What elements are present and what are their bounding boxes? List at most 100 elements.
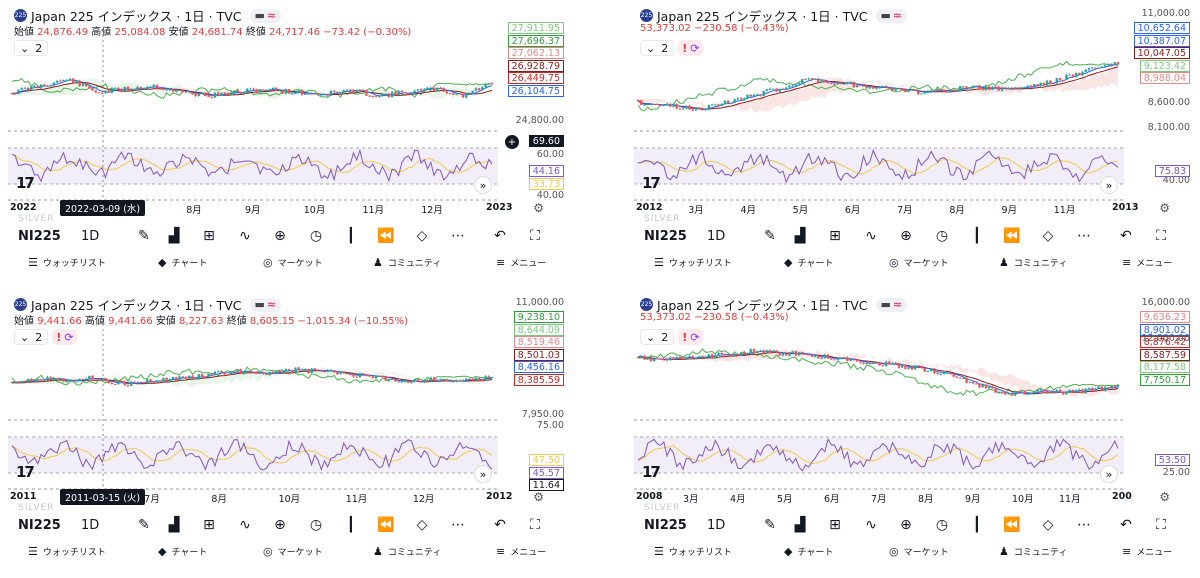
pen-icon[interactable]: ✎ bbox=[138, 228, 150, 244]
indicators-icon[interactable]: ∿ bbox=[239, 228, 251, 244]
scroll-forward-button[interactable]: » bbox=[1100, 176, 1118, 194]
alert-badge[interactable]: ! ⟳ bbox=[52, 329, 78, 345]
settings-gear-icon[interactable]: ⚙ bbox=[533, 201, 544, 215]
status-pill[interactable]: ▬ ≈ bbox=[875, 8, 908, 23]
nav-item-community[interactable]: ♟ コミュニティ bbox=[999, 256, 1067, 269]
layers-icon[interactable]: ◇ bbox=[416, 517, 428, 533]
replay-icon[interactable]: ⏪ bbox=[1003, 228, 1021, 244]
add-icon[interactable]: ⊕ bbox=[274, 517, 286, 533]
fullscreen-icon[interactable]: ⛶ bbox=[530, 228, 540, 244]
nav-item-watchlist[interactable]: ☰ ウォッチリスト bbox=[654, 256, 732, 269]
alarm-icon[interactable]: ◷ bbox=[935, 517, 949, 533]
pen-icon[interactable]: ✎ bbox=[764, 517, 776, 533]
indicators-toggle[interactable]: ⌄ 2 bbox=[640, 40, 675, 56]
chart-header[interactable]: 225 Japan 225 インデックス · 1日 · TVC ▬ ≈ bbox=[14, 295, 282, 314]
undo-icon[interactable]: ↶ bbox=[494, 517, 506, 533]
more-icon[interactable]: ⋯ bbox=[451, 517, 465, 533]
scroll-forward-button[interactable]: » bbox=[474, 176, 492, 194]
candles-icon[interactable]: ┃ bbox=[972, 517, 982, 533]
symbol-button[interactable]: NI225 bbox=[18, 228, 61, 244]
indicators-toggle[interactable]: ⌄ 2 bbox=[14, 329, 49, 345]
symbol-button[interactable]: NI225 bbox=[644, 228, 687, 244]
interval-button[interactable]: 1D bbox=[81, 517, 100, 533]
candles-icon[interactable]: ┃ bbox=[972, 228, 982, 244]
nav-item-community[interactable]: ♟ コミュニティ bbox=[373, 256, 441, 269]
nav-item-menu[interactable]: ≡ メニュー bbox=[1122, 545, 1172, 558]
indicator-controls[interactable]: ⌄ 2! ⟳ bbox=[640, 329, 704, 345]
nav-item-market[interactable]: ◎ マーケット bbox=[889, 545, 949, 558]
interval-button[interactable]: 1D bbox=[707, 228, 726, 244]
add-icon[interactable]: ⊕ bbox=[900, 228, 912, 244]
more-icon[interactable]: ⋯ bbox=[1077, 517, 1091, 533]
indicators-toggle[interactable]: ⌄ 2 bbox=[640, 329, 675, 345]
add-icon[interactable]: + bbox=[505, 135, 519, 149]
grid-icon[interactable]: ⊞ bbox=[829, 228, 841, 244]
indicators-icon[interactable]: ∿ bbox=[239, 517, 251, 533]
alarm-icon[interactable]: ◷ bbox=[935, 228, 949, 244]
add-icon[interactable]: ⊕ bbox=[274, 228, 286, 244]
status-pill[interactable]: ▬ ≈ bbox=[249, 8, 282, 23]
replay-icon[interactable]: ⏪ bbox=[1003, 517, 1021, 533]
nav-item-market[interactable]: ◎ マーケット bbox=[889, 256, 949, 269]
scroll-forward-button[interactable]: » bbox=[1100, 465, 1118, 483]
replay-icon[interactable]: ⏪ bbox=[377, 517, 395, 533]
grid-icon[interactable]: ⊞ bbox=[203, 517, 215, 533]
nav-item-watchlist[interactable]: ☰ ウォッチリスト bbox=[28, 545, 106, 558]
undo-icon[interactable]: ↶ bbox=[494, 228, 506, 244]
symbol-button[interactable]: NI225 bbox=[18, 517, 61, 533]
indicators-icon[interactable]: ∿ bbox=[865, 517, 877, 533]
settings-gear-icon[interactable]: ⚙ bbox=[533, 490, 544, 504]
pen-icon[interactable]: ✎ bbox=[764, 228, 776, 244]
alarm-icon[interactable]: ◷ bbox=[309, 228, 323, 244]
nav-item-chart[interactable]: ◆ チャート bbox=[784, 545, 833, 558]
symbol-button[interactable]: NI225 bbox=[644, 517, 687, 533]
layers-icon[interactable]: ◇ bbox=[416, 228, 428, 244]
indicators-icon[interactable]: ∿ bbox=[865, 228, 877, 244]
nav-item-chart[interactable]: ◆ チャート bbox=[158, 256, 207, 269]
fullscreen-icon[interactable]: ⛶ bbox=[530, 517, 540, 533]
layers-icon[interactable]: ◇ bbox=[1042, 517, 1054, 533]
chart-type-icon[interactable]: ▟ bbox=[168, 228, 180, 244]
nav-item-chart[interactable]: ◆ チャート bbox=[784, 256, 833, 269]
indicators-toggle[interactable]: ⌄ 2 bbox=[14, 40, 49, 56]
status-pill[interactable]: ▬ ≈ bbox=[249, 297, 282, 312]
nav-item-menu[interactable]: ≡ メニュー bbox=[496, 545, 546, 558]
candles-icon[interactable]: ┃ bbox=[346, 517, 356, 533]
more-icon[interactable]: ⋯ bbox=[1077, 228, 1091, 244]
nav-item-watchlist[interactable]: ☰ ウォッチリスト bbox=[28, 256, 106, 269]
fullscreen-icon[interactable]: ⛶ bbox=[1156, 517, 1166, 533]
add-icon[interactable]: ⊕ bbox=[900, 517, 912, 533]
candles-icon[interactable]: ┃ bbox=[346, 228, 356, 244]
chart-header[interactable]: 225 Japan 225 インデックス · 1日 · TVC ▬ ≈ bbox=[640, 295, 908, 314]
nav-item-menu[interactable]: ≡ メニュー bbox=[496, 256, 546, 269]
indicator-controls[interactable]: ⌄ 2! ⟳ bbox=[14, 329, 78, 345]
grid-icon[interactable]: ⊞ bbox=[829, 517, 841, 533]
pen-icon[interactable]: ✎ bbox=[138, 517, 150, 533]
layers-icon[interactable]: ◇ bbox=[1042, 228, 1054, 244]
chart-type-icon[interactable]: ▟ bbox=[794, 517, 806, 533]
nav-item-community[interactable]: ♟ コミュニティ bbox=[999, 545, 1067, 558]
nav-item-menu[interactable]: ≡ メニュー bbox=[1122, 256, 1172, 269]
scroll-forward-button[interactable]: » bbox=[474, 465, 492, 483]
alert-badge[interactable]: ! ⟳ bbox=[678, 329, 704, 345]
interval-button[interactable]: 1D bbox=[81, 228, 100, 244]
chart-header[interactable]: 225 Japan 225 インデックス · 1日 · TVC ▬ ≈ bbox=[640, 6, 908, 25]
alarm-icon[interactable]: ◷ bbox=[309, 517, 323, 533]
chart-header[interactable]: 225 Japan 225 インデックス · 1日 · TVC ▬ ≈ bbox=[14, 6, 282, 25]
status-pill[interactable]: ▬ ≈ bbox=[875, 297, 908, 312]
chart-type-icon[interactable]: ▟ bbox=[794, 228, 806, 244]
replay-icon[interactable]: ⏪ bbox=[377, 228, 395, 244]
undo-icon[interactable]: ↶ bbox=[1120, 228, 1132, 244]
nav-item-market[interactable]: ◎ マーケット bbox=[263, 545, 323, 558]
nav-item-chart[interactable]: ◆ チャート bbox=[158, 545, 207, 558]
indicator-controls[interactable]: ⌄ 2 bbox=[14, 40, 49, 56]
nav-item-community[interactable]: ♟ コミュニティ bbox=[373, 545, 441, 558]
nav-item-watchlist[interactable]: ☰ ウォッチリスト bbox=[654, 545, 732, 558]
settings-gear-icon[interactable]: ⚙ bbox=[1159, 201, 1170, 215]
nav-item-market[interactable]: ◎ マーケット bbox=[263, 256, 323, 269]
indicator-controls[interactable]: ⌄ 2! ⟳ bbox=[640, 40, 704, 56]
interval-button[interactable]: 1D bbox=[707, 517, 726, 533]
chart-type-icon[interactable]: ▟ bbox=[168, 517, 180, 533]
more-icon[interactable]: ⋯ bbox=[451, 228, 465, 244]
settings-gear-icon[interactable]: ⚙ bbox=[1159, 490, 1170, 504]
